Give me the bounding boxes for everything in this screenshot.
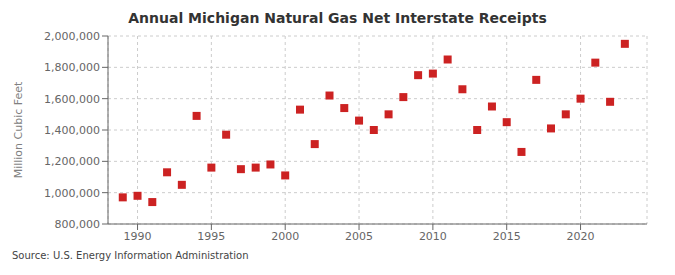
svg-text:1990: 1990 bbox=[124, 230, 152, 243]
svg-text:1,000,000: 1,000,000 bbox=[44, 187, 100, 200]
svg-text:1,200,000: 1,200,000 bbox=[44, 155, 100, 168]
svg-text:2000: 2000 bbox=[271, 230, 299, 243]
svg-text:2,000,000: 2,000,000 bbox=[44, 30, 100, 43]
svg-text:2005: 2005 bbox=[345, 230, 373, 243]
svg-text:1,600,000: 1,600,000 bbox=[44, 93, 100, 106]
svg-text:2010: 2010 bbox=[419, 230, 447, 243]
html-text:Annual Michigan Natural Gas Ne: Annual Michigan Natural Gas Net Intersta… bbox=[128, 10, 547, 26]
svg-text:1,400,000: 1,400,000 bbox=[44, 124, 100, 137]
svg-text:2020: 2020 bbox=[567, 230, 595, 243]
svg-text:2015: 2015 bbox=[493, 230, 521, 243]
svg-text:1,800,000: 1,800,000 bbox=[44, 61, 100, 74]
html-text:Source: U.S. Energy Informatio: Source: U.S. Energy Information Administ… bbox=[12, 250, 249, 261]
svg-text:1995: 1995 bbox=[197, 230, 225, 243]
svg-text:800,000: 800,000 bbox=[55, 218, 101, 231]
svg-text:Million Cubic Feet: Million Cubic Feet bbox=[12, 81, 25, 178]
